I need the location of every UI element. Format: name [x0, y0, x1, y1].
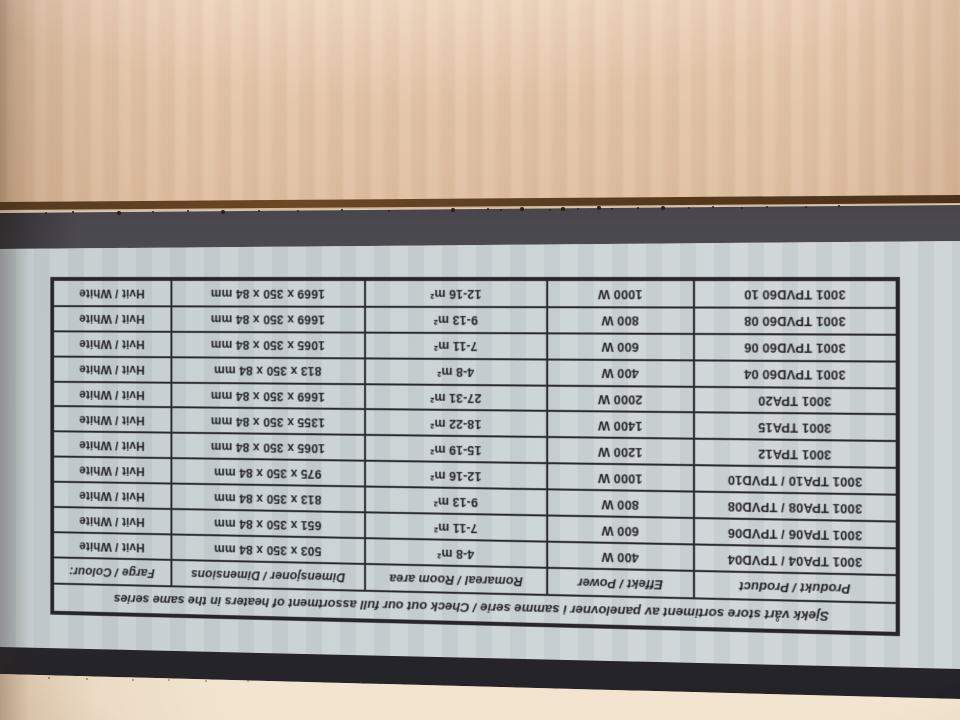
spec-table: Sjekk vårt store sortiment av panelovner…	[50, 277, 900, 637]
dimensions-cell: 1669 x 350 x 84 mm	[170, 278, 366, 307]
colour-cell: Hvit / White	[52, 331, 171, 357]
power-cell: 800 W	[547, 306, 694, 334]
power-cell: 600 W	[547, 333, 694, 361]
product-cell: 3001 TPA12	[693, 439, 898, 469]
product-cell: 3001 TPA15	[693, 412, 898, 442]
table-row: 3001 TPVD60 06 600 W 7-11 m² 1065 x 350 …	[52, 331, 898, 362]
dimensions-cell: 1355 x 350 x 84 mm	[170, 407, 366, 436]
product-cell: 3001 TPA20	[693, 386, 898, 415]
power-cell: 600 W	[547, 515, 694, 545]
product-cell: 3001 TPA06 / TPVD06	[693, 518, 898, 549]
product-cell: 3001 TPA08 / TPVD08	[693, 491, 898, 522]
power-cell: 1400 W	[547, 411, 694, 440]
dimensions-cell: 1065 x 350 x 84 mm	[170, 331, 366, 359]
product-cell: 3001 TPA04 / TPVD04	[693, 544, 898, 576]
room-area-cell: 7-11 m²	[365, 332, 548, 360]
power-cell: 1200 W	[547, 437, 694, 466]
power-cell: 1000 W	[547, 279, 694, 308]
dimensions-header: Dimensjoner / Dimensions	[170, 559, 366, 591]
colour-cell: Hvit / White	[52, 278, 171, 307]
dimensions-cell: 813 x 350 x 84 mm	[170, 483, 366, 513]
power-header: Effekt / Power	[547, 567, 694, 599]
label-table-area: Sjekk vårt store sortiment av panelovner…	[36, 277, 900, 637]
colour-cell: Hvit / White	[52, 532, 171, 560]
room-area-cell: 15-19 m²	[365, 435, 548, 464]
product-cell: 3001 TPVD60 10	[693, 279, 898, 308]
dimensions-cell: 1669 x 350 x 84 mm	[170, 306, 366, 333]
dimensions-cell: 503 x 350 x 84 mm	[170, 534, 366, 564]
room-area-cell: 18-22 m²	[365, 409, 548, 438]
power-cell: 1000 W	[547, 463, 694, 492]
dimensions-cell: 813 x 350 x 84 mm	[170, 356, 366, 384]
table-row: 3001 TPVD60 10 1000 W 12-16 m² 1669 x 35…	[52, 278, 898, 308]
room-area-cell: 27-31 m²	[365, 383, 548, 412]
product-cell: 3001 TPVD60 06	[693, 333, 898, 362]
colour-cell: Hvit / White	[52, 431, 171, 459]
dimensions-cell: 651 x 350 x 84 mm	[170, 509, 366, 539]
dimensions-cell: 1669 x 350 x 84 mm	[170, 382, 366, 410]
colour-cell: Hvit / White	[52, 305, 171, 332]
colour-cell: Hvit / White	[52, 406, 171, 434]
colour-header: Farge / Colour:	[52, 557, 171, 587]
power-cell: 800 W	[547, 489, 694, 519]
product-cell: 3001 TPVD60 08	[693, 307, 898, 335]
dimensions-cell: 1065 x 350 x 84 mm	[170, 433, 366, 462]
room-area-header: Romareal / Room area	[365, 563, 548, 595]
room-area-cell: 4-8 m²	[365, 358, 548, 386]
product-cell: 3001 TPA10 / TPVD10	[693, 465, 898, 495]
colour-cell: Hvit / White	[52, 381, 171, 408]
room-area-cell: 12-16 m²	[365, 461, 548, 490]
product-header: Produkt / Product	[693, 570, 898, 604]
room-area-cell: 7-11 m²	[365, 512, 548, 542]
room-area-cell: 4-8 m²	[365, 538, 548, 568]
room-area-cell: 9-13 m²	[365, 486, 548, 516]
upside-down-table-wrapper: Sjekk vårt store sortiment av panelovner…	[50, 277, 900, 637]
room-area-cell: 12-16 m²	[365, 278, 548, 307]
room-area-cell: 9-13 m²	[365, 306, 548, 334]
product-cell: 3001 TPVD60 04	[693, 360, 898, 388]
power-cell: 400 W	[547, 359, 694, 387]
power-cell: 400 W	[547, 541, 694, 571]
colour-cell: Hvit / White	[52, 481, 171, 510]
colour-cell: Hvit / White	[52, 456, 171, 484]
dimensions-cell: 975 x 350 x 84 mm	[170, 458, 366, 487]
table-row: 3001 TPVD60 08 800 W 9-13 m² 1669 x 350 …	[52, 305, 898, 335]
colour-cell: Hvit / White	[52, 356, 171, 383]
colour-cell: Hvit / White	[52, 507, 171, 535]
debris-specks	[0, 0, 2, 2]
power-cell: 2000 W	[547, 385, 694, 413]
